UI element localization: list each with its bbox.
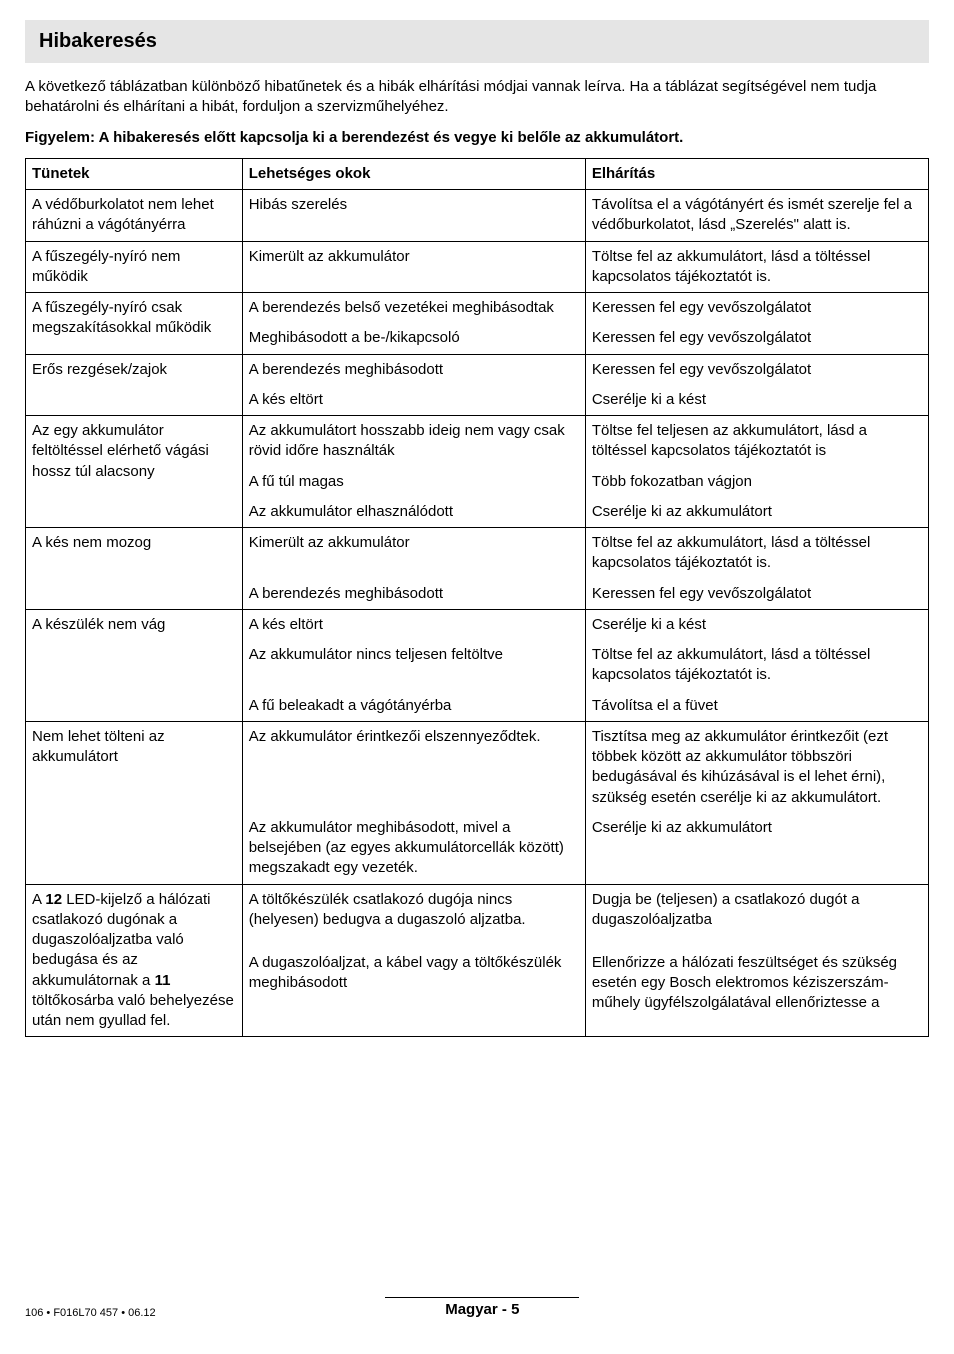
page-footer: 106 • F016L70 457 • 06.12 Magyar - 5: [25, 1297, 929, 1320]
cell-remedy: Távolítsa el a vágótányért és ismét szer…: [585, 190, 928, 242]
cell-remedy: Keressen fel egy vevőszolgálatot: [585, 323, 928, 354]
table-row: A 12 LED-kijelző a hálózati csatlakozó d…: [26, 884, 929, 948]
cell-cause: A fű túl magas: [242, 467, 585, 497]
header-causes: Lehetséges okok: [242, 158, 585, 189]
cell-cause: A kés eltört: [242, 609, 585, 640]
header-remedy: Elhárítás: [585, 158, 928, 189]
cell-remedy: Töltse fel az akkumulátort, lásd a tölté…: [585, 241, 928, 293]
cell-remedy: Töltse fel teljesen az akkumulátort, lás…: [585, 416, 928, 467]
footer-center: Magyar - 5: [385, 1297, 579, 1320]
cell-remedy: Távolítsa el a füvet: [585, 691, 928, 722]
header-symptoms: Tünetek: [26, 158, 243, 189]
table-row: Erős rezgések/zajok A berendezés meghibá…: [26, 354, 929, 385]
cell-cause: Az akkumulátor meghibásodott, mivel a be…: [242, 813, 585, 884]
cell-cause: A töltőkészülék csatlakozó dugója nincs …: [242, 884, 585, 948]
cell-remedy: Töltse fel az akkumulátort, lásd a tölté…: [585, 528, 928, 579]
cell-symptom: Az egy akkumulátor feltöltéssel elérhető…: [26, 416, 243, 528]
cell-remedy: Keressen fel egy vevőszolgálatot: [585, 293, 928, 324]
cell-cause: Az akkumulátort hosszabb ideig nem vagy …: [242, 416, 585, 467]
cell-remedy: Keressen fel egy vevőszolgálatot: [585, 354, 928, 385]
cell-cause: A kés eltört: [242, 385, 585, 416]
cell-remedy: Cserélje ki az akkumulátort: [585, 813, 928, 884]
cell-symptom: A fűszegély-nyíró nem működik: [26, 241, 243, 293]
cell-cause: A dugaszolóaljzat, a kábel vagy a töltők…: [242, 948, 585, 1037]
cell-remedy: Keressen fel egy vevőszolgálatot: [585, 579, 928, 610]
cell-cause: Kimerült az akkumulátor: [242, 241, 585, 293]
table-row: A kés nem mozog Kimerült az akkumulátor …: [26, 528, 929, 579]
cell-cause: Az akkumulátor érintkezői elszennyeződte…: [242, 721, 585, 813]
table-row: A védőburkolatot nem lehet ráhúzni a vág…: [26, 190, 929, 242]
cell-remedy: Ellenőrizze a hálózati feszültséget és s…: [585, 948, 928, 1037]
cell-remedy: Cserélje ki a kést: [585, 385, 928, 416]
table-row: A fűszegély-nyíró csak megszakításokkal …: [26, 293, 929, 324]
table-header-row: Tünetek Lehetséges okok Elhárítás: [26, 158, 929, 189]
troubleshooting-table: Tünetek Lehetséges okok Elhárítás A védő…: [25, 158, 929, 1038]
intro-text: A következő táblázatban különböző hibatű…: [25, 77, 929, 118]
cell-cause: Az akkumulátor nincs teljesen feltöltve: [242, 640, 585, 691]
cell-remedy: Több fokozatban vágjon: [585, 467, 928, 497]
cell-symptom: A készülék nem vág: [26, 609, 243, 721]
cell-cause: Meghibásodott a be-/kikapcsoló: [242, 323, 585, 354]
cell-cause: Az akkumulátor elhasználódott: [242, 497, 585, 528]
table-row: A fűszegély-nyíró nem működik Kimerült a…: [26, 241, 929, 293]
footer-left: 106 • F016L70 457 • 06.12: [25, 1306, 156, 1321]
cell-remedy: Tisztítsa meg az akkumulátor érintkezőit…: [585, 721, 928, 813]
cell-cause: A fű beleakadt a vágótányérba: [242, 691, 585, 722]
cell-cause: A berendezés belső vezetékei meghibásodt…: [242, 293, 585, 324]
cell-symptom: Erős rezgések/zajok: [26, 354, 243, 416]
cell-symptom: Nem lehet tölteni az akkumulátort: [26, 721, 243, 884]
cell-symptom: A kés nem mozog: [26, 528, 243, 610]
cell-remedy: Töltse fel az akkumulátort, lásd a tölté…: [585, 640, 928, 691]
table-row: A készülék nem vág A kés eltört Cserélje…: [26, 609, 929, 640]
cell-symptom: A védőburkolatot nem lehet ráhúzni a vág…: [26, 190, 243, 242]
warning-text: Figyelem: A hibakeresés előtt kapcsolja …: [25, 128, 929, 148]
cell-remedy: Cserélje ki az akkumulátort: [585, 497, 928, 528]
table-row: Nem lehet tölteni az akkumulátort Az akk…: [26, 721, 929, 813]
table-row: Az egy akkumulátor feltöltéssel elérhető…: [26, 416, 929, 467]
cell-cause: A berendezés meghibásodott: [242, 354, 585, 385]
cell-symptom: A fűszegély-nyíró csak megszakításokkal …: [26, 293, 243, 355]
cell-remedy: Dugja be (teljesen) a csatlakozó dugót a…: [585, 884, 928, 948]
cell-symptom: A 12 LED-kijelző a hálózati csatlakozó d…: [26, 884, 243, 1037]
cell-cause: Kimerült az akkumulátor: [242, 528, 585, 579]
cell-cause: Hibás szerelés: [242, 190, 585, 242]
section-title: Hibakeresés: [25, 20, 929, 63]
cell-cause: A berendezés meghibásodott: [242, 579, 585, 610]
cell-remedy: Cserélje ki a kést: [585, 609, 928, 640]
